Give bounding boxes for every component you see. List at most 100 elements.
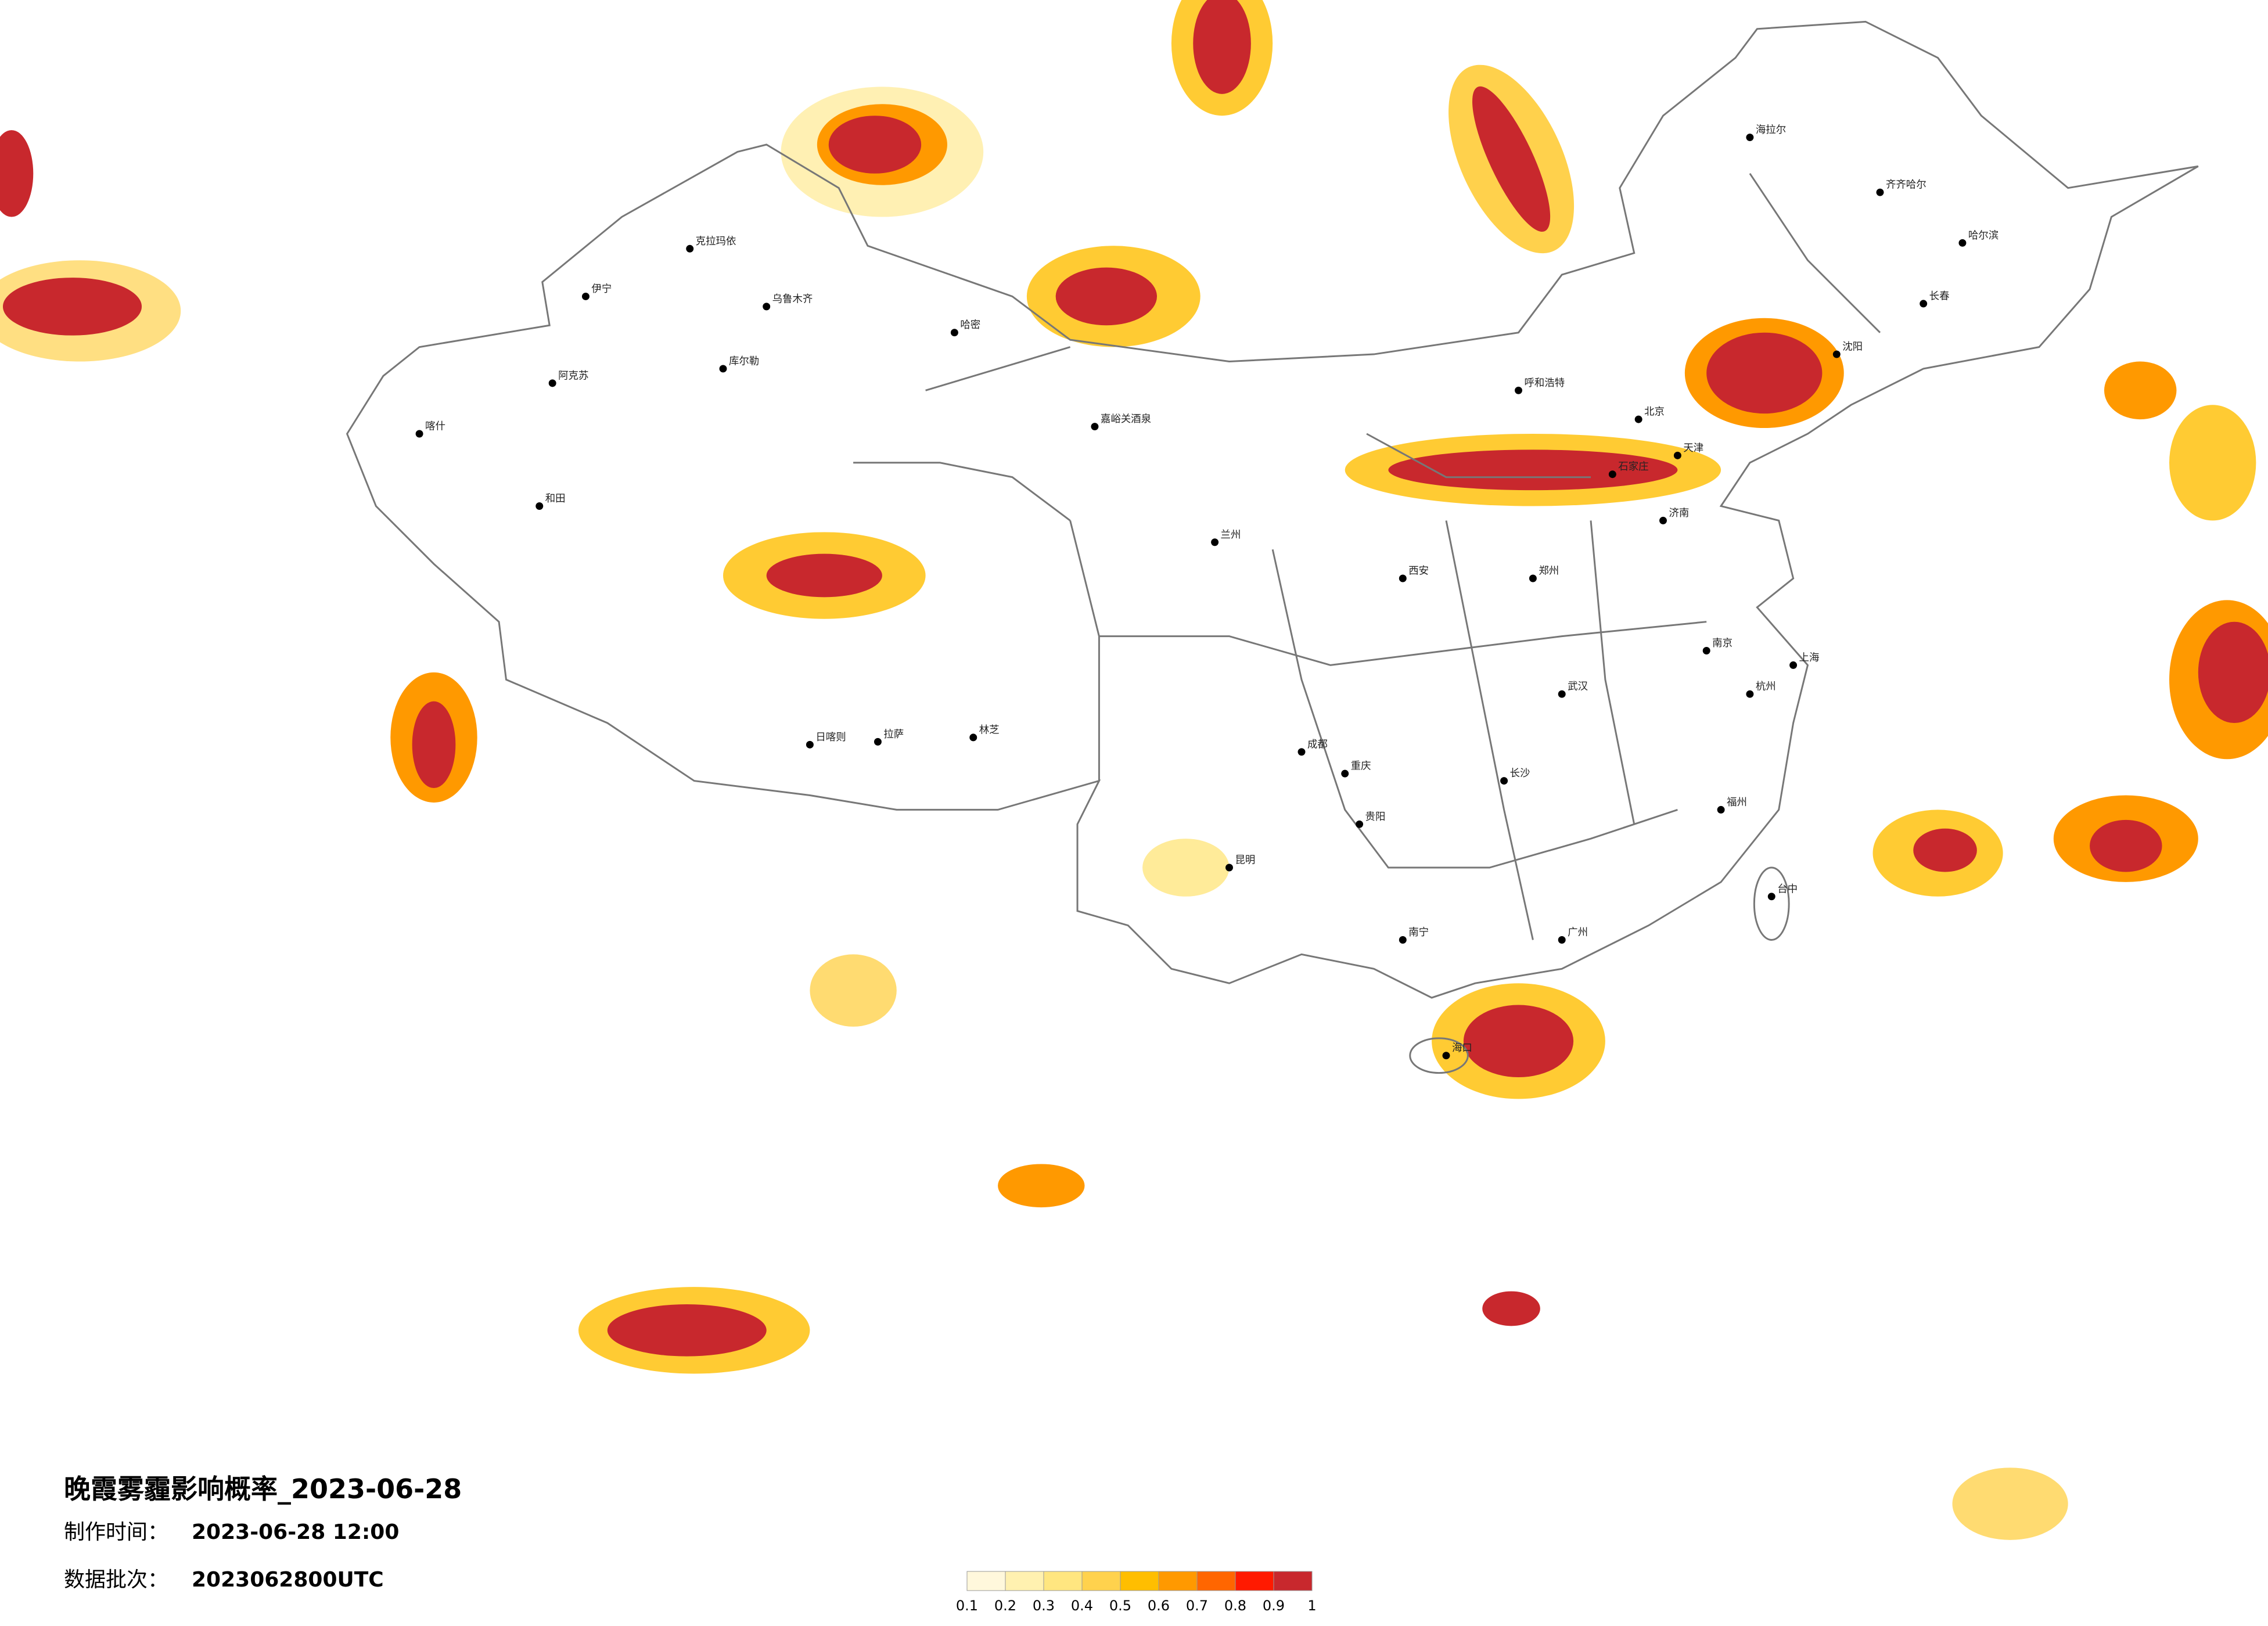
city-label: 拉萨 [883,729,904,740]
legend-tick-label: 0.2 [994,1598,1016,1614]
city-dot [1673,451,1681,459]
city-dot [1399,936,1407,944]
city-label: 海口 [1452,1042,1472,1054]
legend: 0.1 0.2 0.3 0.4 0.5 0.6 0.7 0.8 0.9 1 [956,1571,1317,1614]
city-label: 沈阳 [1842,341,1863,353]
city-label: 杭州 [1756,681,1776,693]
country-outline [346,20,2199,999]
city-label: 福州 [1727,797,1747,808]
city-label: 成都 [1307,739,1328,750]
city-label: 海拉尔 [1756,124,1786,136]
city-label: 日喀则 [815,732,846,743]
city-dot [1515,386,1522,394]
city-dot [1341,769,1349,778]
legend-tick-label: 0.5 [1109,1598,1131,1614]
city-label: 南京 [1712,638,1733,649]
city-label: 阿克苏 [558,370,588,382]
city-label: 哈尔滨 [1968,230,1999,242]
legend-swatch [1120,1571,1159,1591]
city-dot [1634,415,1642,423]
city-label: 昆明 [1235,855,1255,866]
city-label: 台中 [1777,883,1798,895]
legend-swatch [1158,1571,1198,1591]
city-dot [719,365,727,373]
city-dot [1500,777,1508,785]
info-label: 制作时间： [64,1520,168,1544]
city-dot [1091,423,1099,431]
legend-tick-label: 0.7 [1186,1598,1208,1614]
city-dot [969,733,977,742]
city-label: 济南 [1669,508,1689,519]
island-outline [1753,866,1790,941]
city-label: 北京 [1644,406,1665,418]
city-dot [1958,239,1967,247]
city-dot [1356,820,1364,828]
city-label: 和田 [545,493,566,505]
city-dot [686,244,694,253]
city-label: 伊宁 [591,283,612,295]
city-dot [1399,574,1407,582]
legend-swatch [1043,1571,1083,1591]
city-dot [763,303,771,311]
legend-swatch [1005,1571,1044,1591]
city-label: 嘉峪关酒泉 [1101,413,1151,425]
city-dot [1717,805,1725,814]
legend-tick-label: 0.3 [1033,1598,1055,1614]
city-label: 武汉 [1568,681,1588,693]
map-title: 晚霞雾霾影响概率_2023-06-28 [64,1473,462,1505]
city-dot [1558,936,1566,944]
city-label: 郑州 [1539,566,1559,577]
city-dot [1529,574,1537,582]
city-dot [1659,516,1667,524]
city-label: 兰州 [1221,529,1241,541]
info-label: 数据批次： [64,1568,168,1592]
city-label: 西安 [1408,566,1429,577]
city-label: 天津 [1683,443,1703,454]
city-label: 乌鲁木齐 [772,293,813,305]
city-dot [1297,748,1306,756]
city-dot [1608,470,1616,479]
city-dot [1789,661,1798,669]
city-label: 齐齐哈尔 [1886,179,1926,191]
legend-tick-label: 0.1 [956,1598,978,1614]
legend-swatch [966,1571,1006,1591]
city-dot [950,329,958,337]
city-label: 广州 [1568,927,1588,938]
info-value: 2023-06-28 12:00 [192,1520,399,1544]
legend-tick-label: 0.6 [1148,1598,1170,1614]
city-label: 林芝 [979,724,1000,736]
haze-patches [0,0,2268,1540]
legend-swatch [1081,1571,1121,1591]
city-label: 石家庄 [1618,461,1648,473]
city-dot [535,502,544,510]
city-dot [415,430,423,438]
city-dot [1746,134,1754,142]
city-label: 库尔勒 [729,355,759,367]
city-label: 呼和浩特 [1524,377,1565,389]
city-label: 哈密 [960,319,980,331]
city-label: 南宁 [1408,927,1429,938]
city-dot [1442,1052,1450,1060]
city-label: 长春 [1929,290,1950,302]
legend-tick-label: 0.9 [1263,1598,1285,1614]
city-dot [1876,188,1884,196]
city-label: 长沙 [1510,768,1530,779]
city-label: 贵阳 [1365,811,1386,823]
legend-tick-label: 0.8 [1224,1598,1246,1614]
city-label: 喀什 [425,421,445,433]
city-label: 上海 [1799,652,1820,664]
city-dot [1225,864,1233,872]
city-dot [1746,690,1754,698]
city-label: 重庆 [1351,761,1371,772]
province-borders [853,172,1881,940]
legend-swatch [1273,1571,1313,1591]
city-dot [1767,893,1775,901]
legend-tick-label: 1 [1307,1598,1316,1614]
info-value: 2023062800UTC [192,1568,384,1592]
city-dot [1702,647,1710,654]
island-outline [1409,1037,1469,1074]
city-dot [1920,300,1928,308]
